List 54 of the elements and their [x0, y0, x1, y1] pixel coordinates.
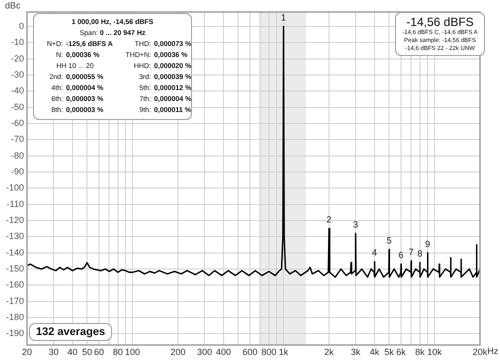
- annotation: 6: [398, 250, 404, 260]
- x-tick-label: 200: [170, 346, 186, 357]
- y-tick-label: -120: [6, 215, 24, 226]
- annotation: 1: [281, 12, 286, 23]
- y-tick-label: -140: [6, 247, 24, 258]
- y-tick-label: -110: [6, 198, 24, 209]
- y-tick-label: -100: [6, 182, 24, 193]
- x-tick-label: 8k: [415, 346, 426, 357]
- x-tick-label: 10k: [427, 346, 442, 357]
- x-tick-label: 100: [125, 346, 140, 357]
- x-axis-title: Hz: [487, 346, 499, 356]
- x-tick-label: 1k: [278, 346, 289, 357]
- x-tick-label: 20k: [472, 346, 488, 357]
- y-tick-label: -130: [6, 231, 24, 242]
- y-tick-label: -40: [10, 86, 24, 96]
- y-tick-label: -30: [10, 70, 24, 80]
- y-tick-label: 0: [18, 21, 24, 32]
- x-tick-label: 80: [112, 346, 123, 357]
- x-tick-label: 50: [82, 346, 92, 357]
- y-tick-label: -80: [10, 150, 24, 160]
- annotation: 3: [353, 219, 358, 230]
- y-tick-label: -180: [6, 312, 24, 322]
- x-tick-label: 600: [242, 346, 258, 357]
- y-tick-label: -150: [6, 264, 24, 274]
- y-tick-label: -60: [10, 118, 24, 128]
- y-tick-label: -20: [10, 53, 24, 64]
- x-tick-label: 2k: [324, 346, 334, 357]
- annotation: 4: [372, 248, 377, 258]
- x-tick-label: 800: [261, 346, 276, 357]
- annotation: 2: [326, 214, 332, 225]
- x-tick-label: 6k: [396, 346, 406, 357]
- annotation: 132 averages: [36, 326, 106, 338]
- x-tick-label: 30: [48, 346, 59, 357]
- x-tick-label: 3k: [350, 346, 361, 357]
- annotation: 5: [386, 236, 392, 246]
- y-tick-label: -190: [6, 328, 24, 338]
- annotation: -14,56 dBFS: [405, 15, 475, 29]
- annotation: 7: [408, 246, 414, 257]
- annotation: 8: [417, 248, 422, 259]
- y-axis-title: dBc: [5, 0, 22, 10]
- y-tick-label: -170: [6, 296, 24, 306]
- x-tick-label: 40: [67, 346, 78, 357]
- x-tick-label: 300: [197, 346, 212, 357]
- x-tick-label: 5k: [384, 346, 394, 357]
- x-tick-label: 20: [22, 346, 32, 357]
- y-tick-label: -70: [10, 134, 24, 144]
- x-tick-label: 60: [94, 346, 104, 357]
- y-tick-label: -10: [10, 37, 24, 48]
- y-tick-label: -160: [6, 280, 24, 290]
- x-tick-label: 400: [216, 346, 231, 357]
- y-tick-label: -90: [10, 166, 24, 177]
- annotation: 9: [425, 238, 430, 249]
- x-tick-label: 4k: [370, 346, 380, 357]
- y-tick-label: -50: [10, 102, 24, 112]
